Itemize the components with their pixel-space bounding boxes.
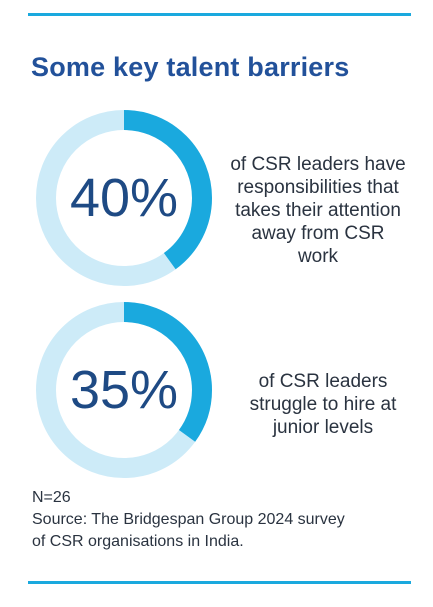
description-line: takes their attention xyxy=(235,200,401,221)
donut-value-arc xyxy=(36,110,212,286)
percentage-label: 40% xyxy=(70,168,178,228)
description-line: away from CSR xyxy=(251,223,385,244)
sample-size: N=26 xyxy=(32,489,71,506)
description-line: struggle to hire at xyxy=(249,394,397,415)
source-line: Source: The Bridgespan Group 2024 survey xyxy=(32,511,345,528)
stat-description: of CSR leaders have responsibilities that… xyxy=(208,153,428,268)
page-title: Some key talent barriers xyxy=(31,52,350,82)
footnote: N=26 Source: The Bridgespan Group 2024 s… xyxy=(32,487,417,553)
donut-chart-hiring: 35% xyxy=(36,302,212,478)
description-line: of CSR leaders have xyxy=(230,154,406,175)
description-line: responsibilities that xyxy=(237,177,399,198)
stat-description: of CSR leaders struggle to hire at junior … xyxy=(213,370,433,439)
percentage-label: 35% xyxy=(70,360,178,420)
source-line: of CSR organisations in India. xyxy=(32,533,244,550)
description-line: junior levels xyxy=(272,417,374,438)
donut-chart-responsibilities: 40% xyxy=(36,110,212,286)
top-rule xyxy=(28,13,411,16)
bottom-rule xyxy=(28,581,411,584)
description-line: work xyxy=(297,246,339,267)
description-line: of CSR leaders xyxy=(258,371,388,392)
stat-responsibilities: 40% of CSR leaders have responsibilities … xyxy=(0,108,433,288)
donut-value-arc xyxy=(36,302,212,478)
stat-hiring: 35% of CSR leaders struggle to hire at jun… xyxy=(0,300,433,480)
